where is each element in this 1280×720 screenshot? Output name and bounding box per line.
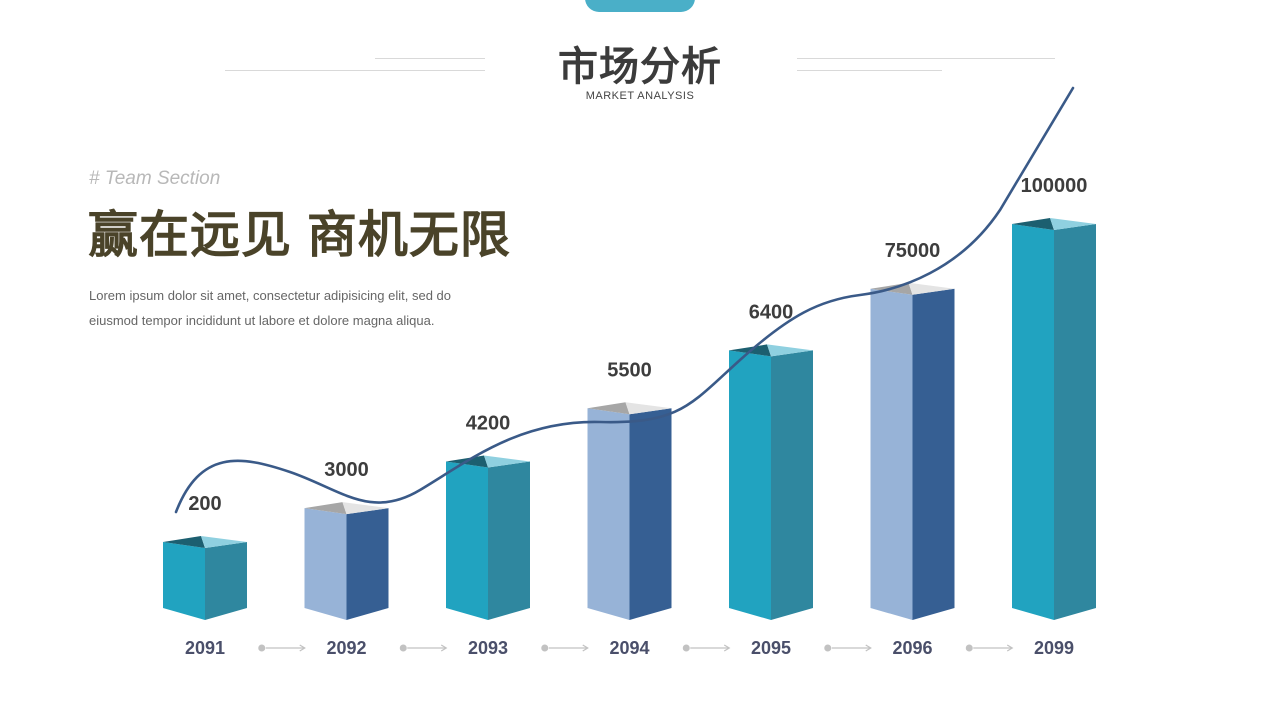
value-label: 100000 [1021,175,1088,197]
category-label: 2099 [1034,638,1074,658]
bar-side-face [346,508,389,620]
bar-2094 [587,402,672,620]
timeline-arrow [965,644,1014,652]
bar-front-face [729,350,771,620]
bar-cap-right [767,344,813,357]
title-divider-left-inner [375,58,485,59]
bar-cap-left [304,502,347,515]
bar-side-face [488,461,530,620]
category-label: 2093 [468,638,508,658]
bar-side-face [771,350,813,620]
bar-front-face [870,288,913,620]
category-label: 2091 [185,638,225,658]
value-label: 200 [188,493,221,515]
title-divider-right-inner [797,70,942,71]
timeline-arrow [541,644,589,652]
bar-2095 [729,344,813,620]
bar-cap-left [1012,218,1054,230]
top-accent-tab [585,0,695,12]
bar-side-face [912,288,955,620]
category-label: 2094 [609,638,649,658]
value-label: 5500 [607,359,652,381]
timeline-arrow [682,644,731,652]
timeline-arrow [824,644,872,652]
bar-cap-right [342,502,389,515]
category-label: 2096 [892,638,932,658]
bar-side-face [205,542,247,620]
value-label: 4200 [466,412,511,434]
title-divider-left-outer [225,70,485,71]
headline: 赢在远见 商机无限 [88,207,511,263]
bar-2096 [870,282,955,620]
bar-side-face [629,408,672,620]
bar-front-face [163,542,205,620]
trend-curve [174,86,1075,514]
bar-2092 [304,502,389,620]
body-text: Lorem ipsum dolor sit amet, consectetur … [89,283,509,333]
page-title: 市场分析 [558,45,722,89]
value-label: 3000 [324,459,369,481]
category-label: 2092 [326,638,366,658]
section-tag: # Team Section [89,168,221,189]
bar-2091 [163,536,247,620]
bar-front-face [1012,224,1054,620]
bar-cap-right [625,402,672,415]
bar-2093 [446,455,530,620]
category-label: 2095 [751,638,791,658]
title-divider-right-outer [797,58,1055,59]
body-text-line-2: eiusmod tempor incididunt ut labore et d… [89,313,435,328]
timeline-arrow [258,644,306,652]
bar-cap-right [908,282,955,295]
bar-side-face [1054,224,1096,620]
bar-front-face [587,408,630,620]
body-text-line-1: Lorem ipsum dolor sit amet, consectetur … [89,288,452,303]
bar-front-face [304,508,347,620]
bar-front-face [446,461,488,620]
bar-cap-right [201,536,247,548]
bar-cap-left [163,536,205,548]
bar-cap-left [587,402,630,415]
value-label: 75000 [885,240,941,262]
timeline-arrow [399,644,448,652]
bar-cap-right [484,455,530,468]
bar-cap-right [1050,218,1096,230]
page-subtitle: MARKET ANALYSIS [585,90,695,102]
value-label: 6400 [749,301,794,323]
bar-2099 [1012,218,1096,620]
